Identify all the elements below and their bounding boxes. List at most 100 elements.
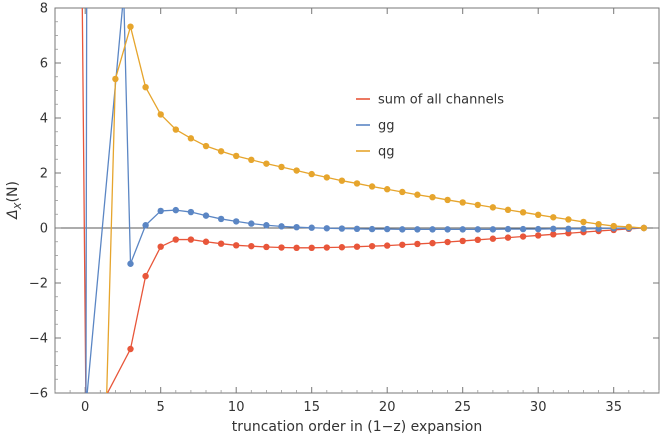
data-point bbox=[535, 225, 542, 233]
data-point bbox=[504, 225, 512, 233]
data-point bbox=[368, 225, 376, 233]
data-point bbox=[278, 163, 285, 171]
data-point bbox=[429, 194, 436, 201]
data-point bbox=[565, 230, 572, 237]
data-point bbox=[217, 240, 225, 247]
data-point bbox=[202, 212, 210, 219]
data-point bbox=[308, 224, 315, 231]
data-point bbox=[459, 226, 466, 233]
data-point bbox=[157, 207, 164, 215]
data-point bbox=[353, 225, 361, 233]
data-point bbox=[353, 180, 361, 187]
data-point bbox=[338, 244, 346, 251]
data-point bbox=[368, 242, 376, 250]
data-point bbox=[233, 218, 240, 225]
data-point bbox=[504, 206, 512, 214]
legend: sum of all channels gg qg bbox=[356, 93, 504, 160]
y-tick-label: 0 bbox=[40, 222, 48, 237]
data-point bbox=[187, 208, 195, 216]
data-point bbox=[519, 209, 527, 216]
data-point bbox=[233, 152, 240, 160]
data-point bbox=[489, 226, 497, 233]
data-point bbox=[202, 142, 210, 150]
y-tick-label: 4 bbox=[40, 112, 48, 127]
data-point bbox=[459, 199, 466, 206]
data-point bbox=[172, 206, 179, 214]
axis-ticks: 0 5 10 15 20 25 30 35 −6 −4 −2 0 2 4 6 8 bbox=[29, 2, 660, 415]
data-point bbox=[474, 226, 481, 233]
data-point bbox=[308, 244, 315, 251]
x-tick-label: 0 bbox=[81, 400, 89, 415]
data-point bbox=[489, 204, 497, 211]
data-point bbox=[429, 226, 436, 233]
x-tick-label: 35 bbox=[605, 400, 622, 415]
data-point bbox=[535, 211, 542, 218]
data-point bbox=[610, 222, 617, 230]
data-point bbox=[519, 233, 527, 240]
data-point bbox=[640, 224, 648, 232]
series-layer bbox=[81, 8, 648, 393]
data-point bbox=[323, 244, 330, 251]
y-tick-label: −4 bbox=[29, 332, 48, 347]
data-point bbox=[263, 222, 270, 229]
data-point bbox=[519, 225, 527, 233]
data-point bbox=[217, 148, 225, 155]
data-point bbox=[293, 244, 300, 251]
data-point bbox=[323, 225, 330, 232]
data-point bbox=[142, 84, 149, 91]
data-point bbox=[202, 238, 210, 245]
data-point bbox=[489, 235, 497, 242]
y-axis-title: ΔX(N) bbox=[5, 181, 24, 220]
data-point bbox=[172, 126, 179, 133]
series-2 bbox=[85, 8, 648, 393]
data-point bbox=[444, 196, 451, 204]
data-point bbox=[504, 234, 512, 241]
plot-frame bbox=[54, 7, 660, 394]
data-point bbox=[414, 226, 421, 233]
data-point bbox=[278, 244, 285, 251]
data-point bbox=[308, 170, 315, 178]
y-tick-label: −2 bbox=[29, 277, 48, 292]
data-point bbox=[550, 231, 557, 238]
data-point bbox=[323, 174, 330, 181]
data-point bbox=[293, 223, 300, 231]
data-point bbox=[263, 160, 270, 167]
data-point bbox=[293, 167, 300, 174]
series-line bbox=[106, 26, 644, 393]
series-line bbox=[81, 8, 644, 393]
data-point bbox=[459, 237, 466, 245]
data-point bbox=[550, 225, 557, 233]
data-point bbox=[384, 186, 391, 193]
data-point bbox=[550, 214, 557, 221]
data-point bbox=[595, 220, 602, 228]
x-axis-title: truncation order in (1−z) expansion bbox=[232, 419, 483, 435]
data-point bbox=[263, 243, 270, 251]
data-point bbox=[399, 226, 406, 233]
data-point bbox=[384, 242, 391, 249]
data-point bbox=[595, 225, 602, 232]
data-point bbox=[565, 216, 572, 223]
data-point bbox=[157, 111, 164, 118]
data-point bbox=[474, 236, 481, 244]
data-point bbox=[233, 242, 240, 249]
data-point bbox=[353, 243, 361, 250]
series-3 bbox=[106, 23, 648, 393]
data-point bbox=[625, 223, 632, 231]
y-axis-title-sub: X bbox=[13, 201, 24, 210]
legend-label: gg bbox=[378, 119, 395, 134]
x-tick-label: 25 bbox=[454, 400, 471, 415]
data-point bbox=[444, 226, 451, 233]
data-point bbox=[248, 220, 255, 227]
plot-border bbox=[54, 7, 660, 394]
x-tick-label: 5 bbox=[157, 400, 165, 415]
data-point bbox=[414, 240, 421, 248]
data-point bbox=[580, 218, 587, 226]
x-tick-label: 10 bbox=[228, 400, 245, 415]
legend-label: qg bbox=[378, 145, 395, 160]
data-point bbox=[217, 215, 225, 223]
data-point bbox=[187, 236, 195, 243]
data-point bbox=[157, 243, 164, 250]
y-tick-label: −6 bbox=[29, 387, 48, 402]
